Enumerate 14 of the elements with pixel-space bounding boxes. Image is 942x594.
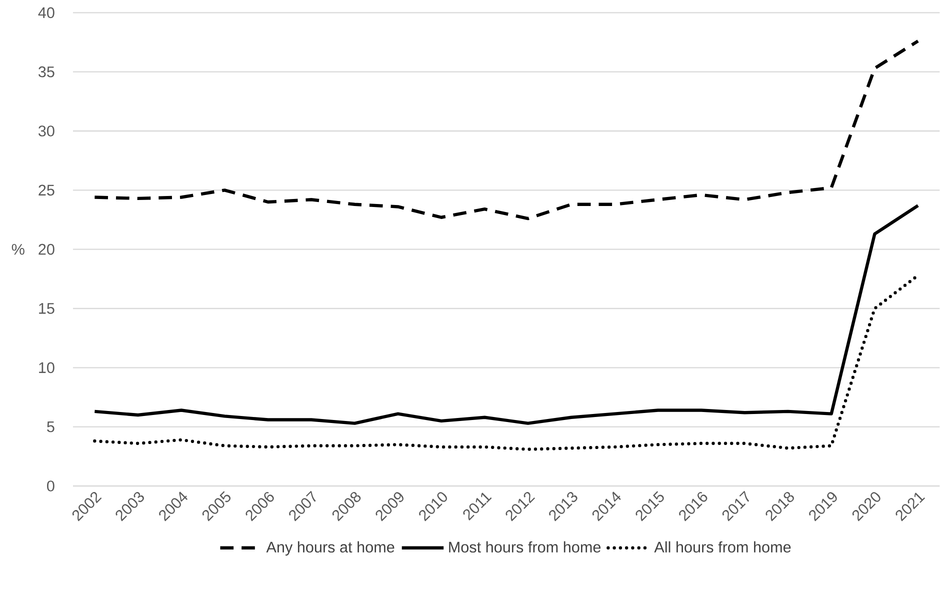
y-tick-label: 35 — [38, 66, 54, 78]
y-tick-label: 5 — [47, 421, 54, 432]
y-tick-label: 25 — [38, 184, 54, 196]
legend-label: Any hours at home — [266, 541, 394, 556]
y-tick-label: 10 — [39, 362, 54, 374]
y-tick-label: 0 — [47, 480, 54, 492]
y-tick-label: 30 — [38, 126, 54, 136]
legend-label: All hours from home — [654, 541, 791, 553]
y-tick-label: 15 — [39, 303, 54, 314]
line-series — [93, 39, 920, 220]
y-axis-title: % — [12, 244, 24, 255]
legend-label: Most hours from home — [449, 541, 601, 553]
y-tick-label: 40 — [38, 7, 54, 18]
y-tick-label: 20 — [38, 244, 54, 255]
